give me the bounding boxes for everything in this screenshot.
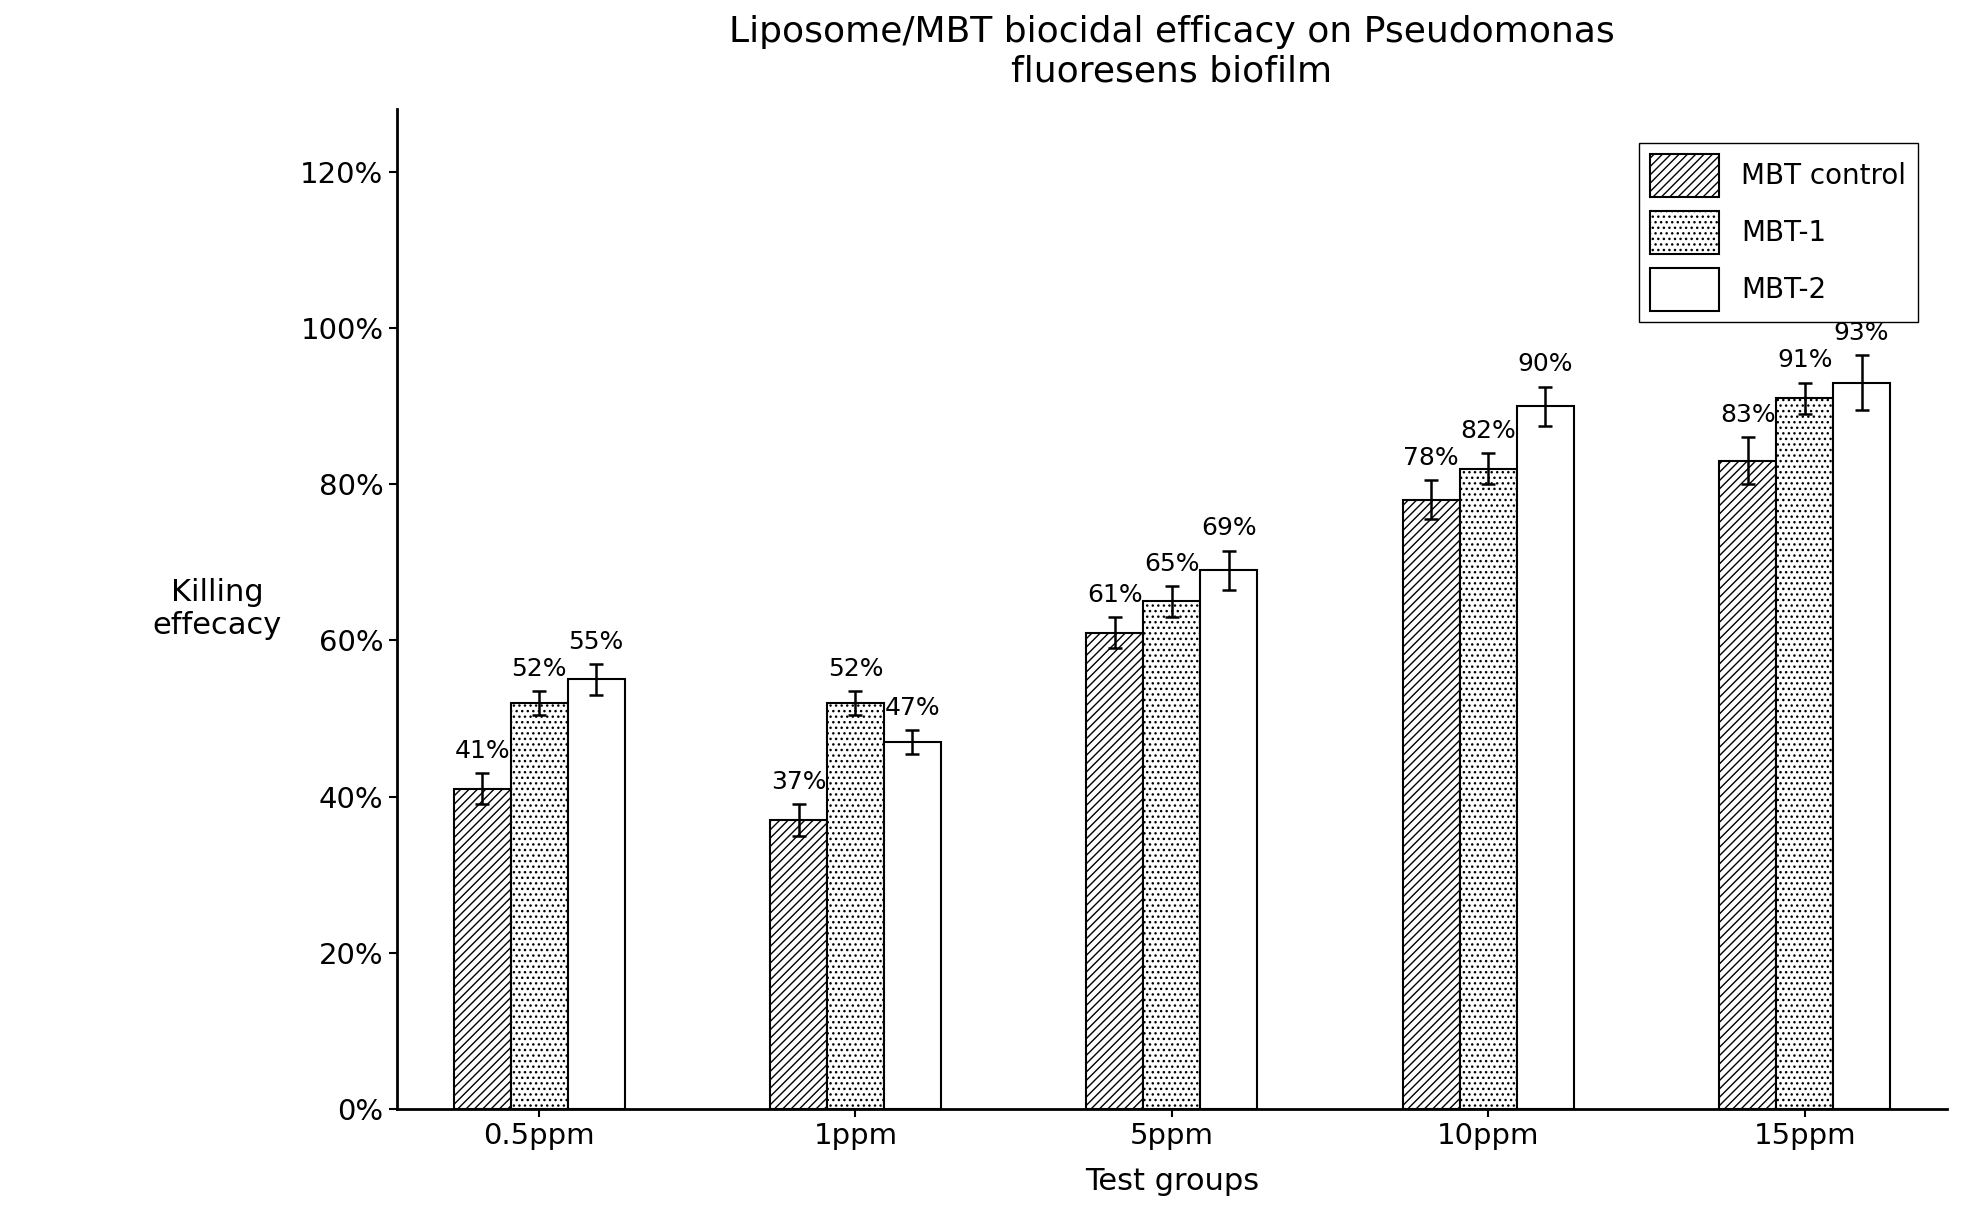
Bar [510,702,567,1109]
Bar [1517,406,1574,1109]
Text: 41%: 41% [455,739,510,763]
Text: 93%: 93% [1834,321,1889,345]
Text: 91%: 91% [1778,349,1833,373]
Text: 55%: 55% [569,630,624,654]
Text: 65%: 65% [1144,551,1199,575]
Bar [1087,632,1144,1109]
Text: 52%: 52% [512,658,567,681]
Bar [1833,383,1889,1109]
Text: 37%: 37% [771,770,826,794]
Bar [1460,469,1517,1109]
Bar [1201,570,1258,1109]
Text: 69%: 69% [1201,516,1256,540]
Bar [567,679,624,1109]
Bar [1144,602,1201,1109]
Bar [1719,460,1776,1109]
Bar [1776,398,1833,1109]
X-axis label: Test groups: Test groups [1085,1167,1260,1196]
Bar [828,702,885,1109]
Text: 82%: 82% [1460,419,1517,443]
Bar [885,742,942,1109]
Text: 90%: 90% [1517,352,1574,377]
Text: 83%: 83% [1721,403,1776,427]
Text: 47%: 47% [885,696,940,721]
Bar [769,820,828,1109]
Bar [1403,500,1460,1109]
Y-axis label: Killing
effecacy: Killing effecacy [153,578,283,641]
Legend: MBT control, MBT-1, MBT-2: MBT control, MBT-1, MBT-2 [1638,143,1917,322]
Text: 52%: 52% [828,658,883,681]
Bar [453,788,510,1109]
Title: Liposome/MBT biocidal efficacy on Pseudomonas
fluoresens biofilm: Liposome/MBT biocidal efficacy on Pseudo… [730,15,1615,88]
Text: 78%: 78% [1403,446,1460,470]
Text: 61%: 61% [1087,582,1142,607]
